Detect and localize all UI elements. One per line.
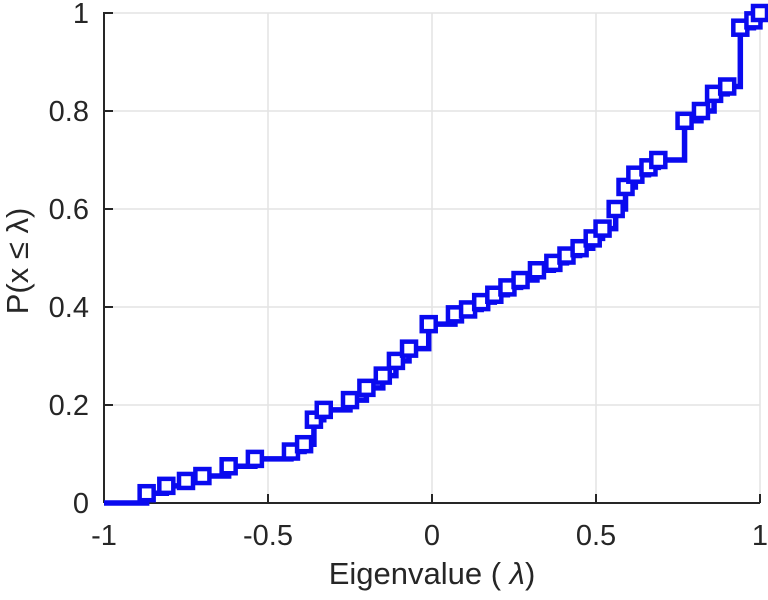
- tick-labels: -1 -0.5 0 0.5 1 0 0.2 0.4 0.6 0.8 1: [49, 0, 768, 552]
- x-tick-label: -1: [91, 520, 117, 552]
- y-tick-label: 0.8: [49, 96, 89, 128]
- y-tick-label: 0.2: [49, 390, 89, 422]
- data-point-marker: [357, 378, 376, 398]
- x-axis-label-close-paren: ): [524, 556, 536, 591]
- data-point-marker: [386, 351, 406, 371]
- x-tick-label: 0: [424, 520, 440, 552]
- data-point-marker: [570, 238, 589, 258]
- data-point-marker: [649, 150, 668, 170]
- data-point-marker: [340, 390, 360, 410]
- data-point-marker: [399, 339, 419, 358]
- lambda-symbol: λ: [509, 556, 525, 591]
- y-tick-label: 0: [73, 488, 89, 520]
- data-point-marker: [193, 466, 212, 486]
- data-point-marker: [314, 400, 334, 420]
- y-tick-label: 0.6: [49, 194, 89, 226]
- data-point-marker: [675, 111, 694, 131]
- data-point-marker: [606, 199, 625, 219]
- x-tick-label: 0.5: [576, 520, 616, 552]
- x-axis-label-text: Eigenvalue (: [328, 556, 510, 591]
- data-point-marker: [527, 261, 547, 280]
- data-point-marker: [593, 219, 612, 238]
- data-point-marker: [717, 77, 737, 96]
- data-point-marker: [176, 471, 196, 491]
- y-tick-label: 0.4: [49, 292, 89, 324]
- data-point-marker: [373, 366, 393, 385]
- x-tick-label: -0.5: [243, 520, 293, 552]
- data-point-marker: [137, 483, 156, 503]
- x-tick-label: 1: [752, 520, 768, 552]
- data-point-marker: [219, 457, 238, 476]
- y-axis-label: P(x ≤ λ): [0, 207, 35, 315]
- data-point-marker: [157, 476, 176, 496]
- data-point-marker: [750, 3, 768, 23]
- data-point-marker: [691, 101, 711, 121]
- data-point-marker: [419, 314, 438, 334]
- grid-lines: [104, 12, 761, 503]
- data-point-marker: [294, 434, 314, 454]
- y-tick-label: 1: [73, 0, 89, 30]
- x-axis-label: Eigenvalue ( λ): [0, 556, 768, 592]
- data-point-markers: [137, 3, 768, 503]
- data-point-marker: [511, 270, 530, 290]
- data-point-marker: [245, 449, 265, 469]
